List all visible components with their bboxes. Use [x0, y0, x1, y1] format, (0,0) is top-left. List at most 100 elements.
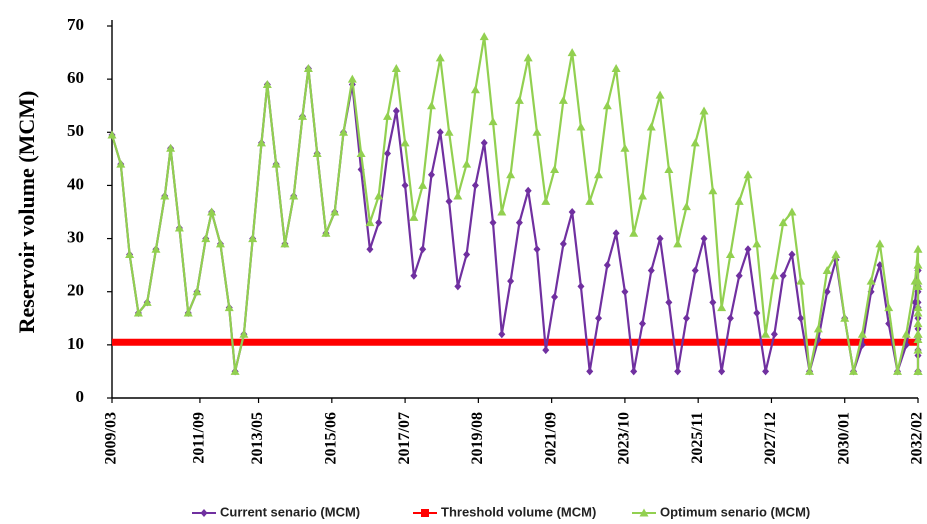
data-point-current [471, 181, 479, 190]
data-point-optimum [822, 265, 832, 274]
data-point-optimum [523, 53, 533, 62]
data-point-current [410, 271, 418, 280]
data-point-current [551, 293, 559, 302]
x-tick-label: 2021/09 [542, 412, 559, 464]
data-point-optimum [356, 149, 366, 158]
data-point-optimum [761, 329, 771, 338]
data-point-optimum [207, 207, 217, 216]
data-point-current [498, 330, 506, 339]
data-point-current [401, 181, 409, 190]
data-point-optimum [629, 228, 639, 237]
data-point-optimum [488, 117, 498, 126]
data-point-optimum [201, 234, 211, 243]
y-tick-label: 60 [67, 68, 84, 87]
data-point-optimum [298, 111, 308, 120]
data-point-current [366, 245, 374, 254]
data-point-optimum [913, 260, 923, 269]
data-point-optimum [673, 239, 683, 248]
data-point-optimum [532, 127, 542, 136]
data-point-optimum [160, 191, 170, 200]
data-point-current [586, 367, 594, 376]
data-point-optimum [913, 366, 923, 375]
data-point-optimum [151, 244, 161, 253]
data-point-current [647, 266, 655, 275]
data-point-optimum [462, 159, 472, 168]
data-point-current [533, 245, 541, 254]
data-point-optimum [514, 95, 524, 104]
y-tick-label: 30 [67, 227, 84, 246]
data-point-optimum [497, 207, 507, 216]
data-point-optimum [796, 276, 806, 285]
data-point-current [665, 298, 673, 307]
data-point-current [691, 266, 699, 275]
data-point-optimum [655, 90, 665, 99]
data-point-current [445, 197, 453, 206]
legend-item-1: Threshold volume (MCM) [413, 504, 596, 519]
data-point-current [788, 250, 796, 259]
data-point-optimum [289, 191, 299, 200]
data-point-current [384, 149, 392, 158]
data-point-optimum [840, 313, 850, 322]
data-point-optimum [866, 276, 876, 285]
data-point-optimum [391, 64, 401, 73]
data-point-current [568, 208, 576, 216]
x-tick-label: 2025/11 [689, 412, 706, 464]
data-point-optimum [805, 366, 815, 375]
data-point-optimum [558, 95, 568, 104]
legend-item-2: Optimum senario (MCM) [632, 504, 810, 519]
x-tick-label: 2023/10 [616, 412, 633, 464]
data-point-optimum [303, 64, 313, 73]
data-point-optimum [133, 308, 143, 317]
data-point-optimum [239, 329, 249, 338]
data-point-optimum [690, 138, 700, 147]
legend-marker [639, 508, 649, 517]
data-point-current [700, 234, 708, 243]
legend: Current senario (MCM) Threshold volume (M… [192, 504, 810, 519]
x-tick-label: 2015/06 [322, 412, 339, 464]
x-tick-label: 2027/12 [762, 412, 779, 464]
data-point-optimum [884, 303, 894, 312]
data-point-optimum [383, 111, 393, 120]
data-point-optimum [365, 218, 375, 227]
data-point-current [656, 234, 664, 243]
data-point-optimum [435, 53, 445, 62]
data-point-optimum [506, 170, 516, 179]
data-point-current [823, 287, 831, 296]
x-tick-label: 2013/05 [249, 412, 266, 464]
axes [111, 20, 918, 399]
data-point-optimum [479, 32, 489, 41]
data-point-current [375, 218, 383, 227]
data-point-optimum [585, 196, 595, 205]
y-tick-label: 20 [67, 281, 84, 300]
data-point-optimum [913, 335, 923, 344]
data-point-optimum [142, 297, 152, 306]
data-point-optimum [541, 196, 551, 205]
data-point-optimum [913, 276, 923, 285]
y-tick-label: 0 [76, 387, 85, 406]
data-point-optimum [913, 329, 923, 338]
data-point-current [797, 314, 805, 323]
data-point-current [515, 218, 523, 227]
data-point-current [392, 107, 400, 116]
data-point-optimum [174, 223, 184, 232]
data-point-optimum [637, 191, 647, 200]
data-point-current [770, 330, 778, 339]
data-point-current [709, 298, 717, 307]
data-point-current [542, 346, 550, 355]
data-point-current [577, 282, 585, 291]
data-point-current [630, 367, 638, 376]
y-tick-label: 10 [67, 334, 84, 353]
data-point-optimum [183, 308, 193, 317]
data-point-optimum [280, 239, 290, 248]
data-point-current [480, 138, 488, 147]
data-point-optimum [339, 127, 349, 136]
data-point-current [735, 271, 743, 280]
data-point-current [436, 128, 444, 137]
data-point-current [682, 314, 690, 323]
x-tick-label: 2011/09 [191, 412, 208, 464]
data-point-optimum [813, 324, 823, 333]
data-point-optimum [778, 218, 788, 227]
data-point-current [454, 282, 462, 291]
data-point-optimum [444, 127, 454, 136]
data-point-current [612, 229, 620, 238]
